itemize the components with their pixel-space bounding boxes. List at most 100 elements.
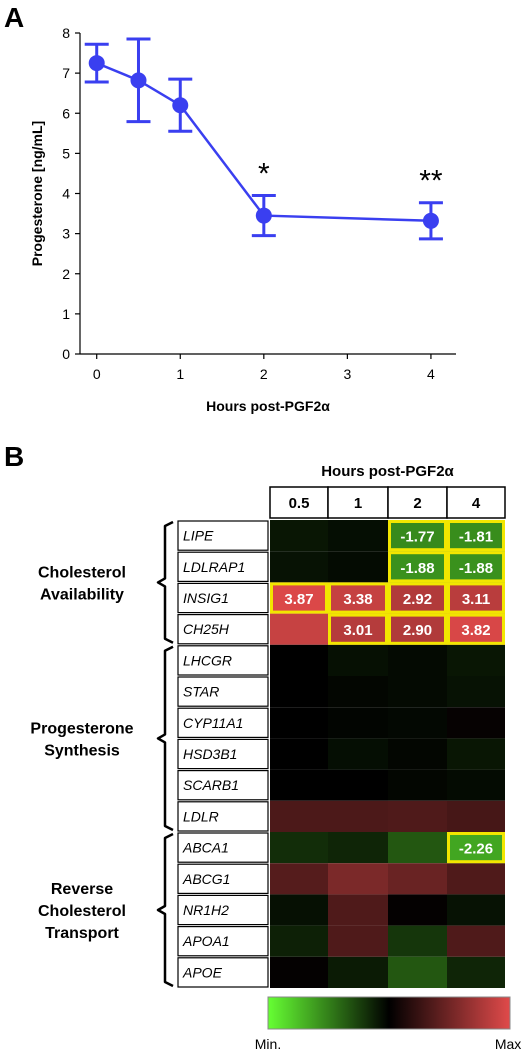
colorbar (267, 996, 511, 1030)
heatmap-cell (270, 863, 328, 895)
heatmap-cell (447, 644, 505, 676)
colorbar-max-label: Max. (495, 1036, 522, 1050)
group-bracket (156, 645, 174, 832)
gene-label: HSD3B1 (183, 746, 237, 762)
cell-value-label: 2.90 (403, 622, 432, 639)
column-header-label: 4 (472, 495, 481, 512)
heatmap-cell (447, 832, 505, 864)
group-label: Transport (45, 925, 119, 942)
cell-value-label: 3.01 (343, 622, 372, 639)
heatmap-cell (328, 738, 388, 770)
heatmap-cell (328, 863, 388, 895)
gene-label-box (177, 707, 269, 739)
cell-value-label: 3.38 (343, 591, 372, 608)
heatmap-cell (447, 925, 505, 957)
highlight-box (388, 520, 447, 552)
y-tick-label: 0 (62, 346, 70, 362)
cell-value-label: -1.81 (459, 529, 493, 546)
heatmap-cell (388, 644, 447, 676)
heatmap-cell (328, 644, 388, 676)
heatmap-cell (328, 582, 388, 614)
heatmap-cell (270, 738, 328, 770)
heatmap-cell (447, 551, 505, 583)
y-tick-label: 4 (62, 186, 70, 202)
heatmap-cell (270, 832, 328, 864)
heatmap-cell (447, 769, 505, 801)
gene-label: ABCG1 (182, 871, 230, 887)
heatmap-cell (388, 520, 447, 552)
cell-value-label: 3.82 (461, 622, 490, 639)
data-point (130, 72, 147, 89)
heatmap-cell (447, 894, 505, 926)
highlight-box (388, 613, 447, 645)
heatmap-cell (447, 613, 505, 645)
highlight-box (388, 582, 447, 614)
y-tick-label: 5 (62, 145, 70, 161)
gene-label-box (177, 832, 269, 863)
heatmap-cell (270, 894, 328, 926)
heatmap-cell (270, 613, 328, 645)
heatmap-cell (388, 925, 447, 957)
gene-label-box (177, 926, 269, 957)
highlight-box (328, 613, 388, 645)
gene-label-box (177, 957, 269, 988)
cell-value-label: -1.88 (459, 560, 493, 577)
highlight-box (447, 613, 505, 645)
x-tick-label: 1 (176, 366, 184, 382)
heatmap-cell (328, 551, 388, 583)
column-header-box (327, 486, 389, 519)
y-tick-label: 6 (62, 105, 70, 121)
gene-label: LDLR (183, 808, 219, 824)
panel-a-letter: A (4, 2, 25, 33)
heatmap-cell (270, 956, 328, 988)
y-tick-label: 1 (62, 306, 70, 322)
gene-label-box (177, 645, 269, 676)
line-chart: 0 1 2 3 4 5 6 7 8 0 1 2 3 4 Hours post-PGF2α Progestero… (29, 25, 456, 414)
group-label: Progesterone (30, 720, 133, 737)
cell-value-label: -1.88 (400, 560, 434, 577)
heatmap-cell (447, 582, 505, 614)
highlight-box (447, 582, 505, 614)
gene-label: CH25H (183, 621, 230, 637)
group-label: Cholesterol (38, 564, 126, 581)
highlight-box (328, 582, 388, 614)
group-label: Cholesterol (38, 903, 126, 920)
gene-label-box (177, 582, 269, 614)
data-point (88, 55, 105, 72)
heatmap-cell (447, 956, 505, 988)
cell-value-label: -1.77 (400, 529, 434, 546)
heatmap-cell (447, 738, 505, 770)
panel-b-letter: B (4, 441, 25, 472)
gene-label: LHCGR (183, 652, 232, 668)
gene-label: APOE (182, 964, 223, 980)
heatmap-cell (388, 551, 447, 583)
data-point (422, 212, 439, 229)
heatmap-cell (388, 707, 447, 739)
cell-value-label: 3.87 (284, 591, 313, 608)
y-tick-label: 7 (62, 65, 70, 81)
heatmap-cell (328, 925, 388, 957)
heatmap-cell (270, 769, 328, 801)
column-header-label: 1 (354, 495, 362, 512)
highlight-box (270, 582, 328, 614)
heatmap-cell (270, 520, 328, 552)
data-point (255, 207, 272, 224)
gene-label: APOA1 (182, 933, 230, 949)
heatmap-cell (447, 707, 505, 739)
heatmap-cell (270, 800, 328, 832)
group-bracket (156, 832, 174, 988)
heatmap-cell (447, 800, 505, 832)
gene-label: STAR (183, 684, 219, 700)
heatmap-cell (270, 644, 328, 676)
y-axis-title: Progesterone [ng/mL] (29, 121, 45, 266)
heatmap-cell (388, 613, 447, 645)
heatmap-title: Hours post-PGF2α (321, 463, 454, 480)
heatmap-cell (388, 738, 447, 770)
gene-label: CYP11A1 (183, 715, 243, 731)
gene-label: INSIG1 (183, 590, 229, 606)
x-tick-label: 0 (93, 366, 101, 382)
x-tick-label: 4 (427, 366, 435, 382)
group-label: Availability (40, 586, 124, 603)
data-point (172, 97, 189, 114)
x-tick-label: 2 (260, 366, 268, 382)
